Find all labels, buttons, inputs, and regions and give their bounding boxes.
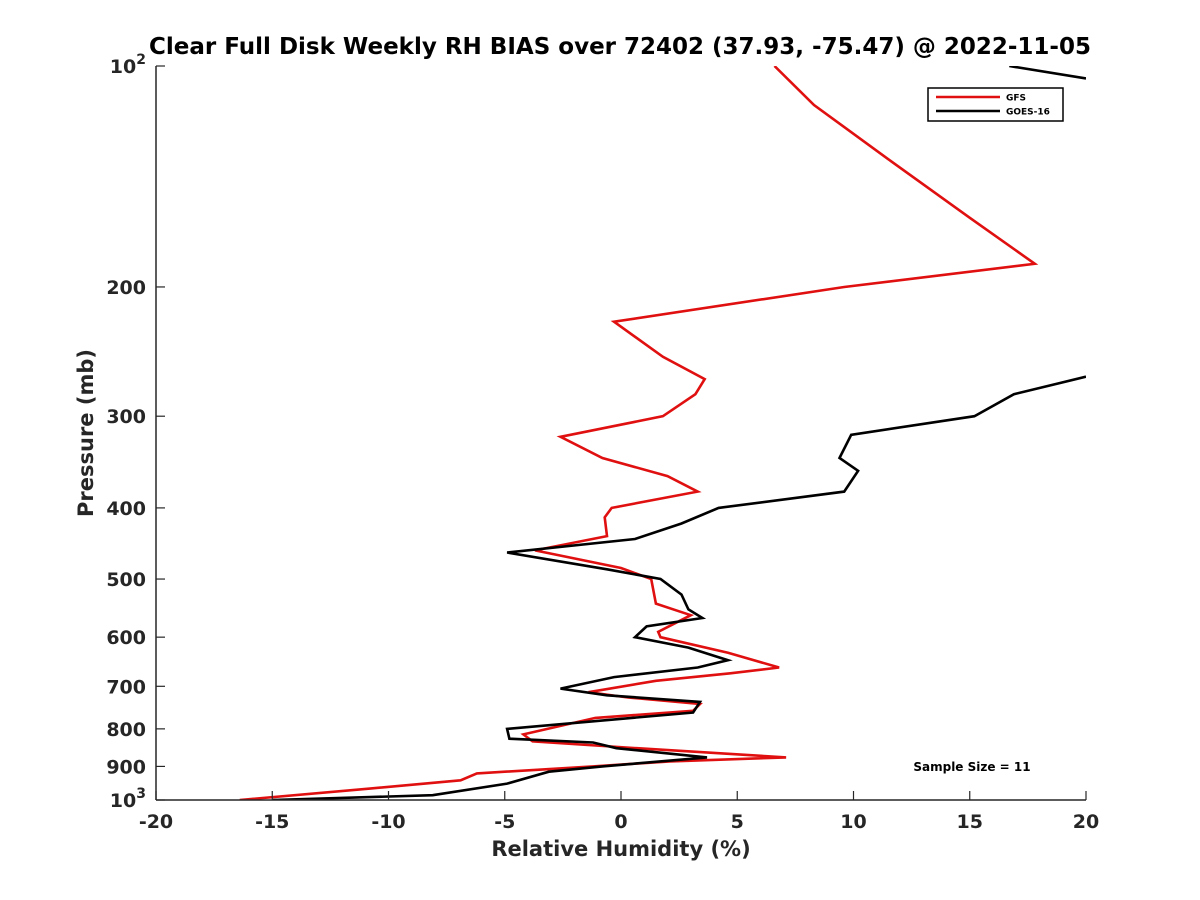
y-tick-label-power: 103 [110,786,146,812]
series-line-gfs [239,66,1039,800]
y-tick-label: 600 [106,627,146,649]
x-tick-label: 0 [614,811,627,833]
x-axis-label: Relative Humidity (%) [491,837,750,861]
x-tick-label: 20 [1073,811,1099,833]
series-line-goes-16 [272,66,1086,800]
y-tick-label: 900 [106,756,146,778]
axes: -20 -15 -10 -5 0 5 10 15 20 200 300 400 500 600 700 800… [106,52,1099,833]
y-tick-label: 200 [106,277,146,299]
y-axis-label: Pressure (mb) [74,349,98,517]
y-tick-label: 400 [106,498,146,520]
plot-lines [239,66,1086,800]
x-tick-label: 5 [731,811,744,833]
legend-label-gfs: GFS [1006,94,1026,104]
legend: GFS GOES-16 [927,87,1064,122]
y-tick-label: 500 [106,569,146,591]
x-tick-label: -20 [139,811,173,833]
chart-title: Clear Full Disk Weekly RH BIAS over 7240… [149,34,1091,60]
x-tick-label: 10 [840,811,866,833]
y-tick-label-power: 102 [110,52,146,78]
x-tick-label: -10 [371,811,405,833]
sample-size-annotation: Sample Size = 11 [913,760,1030,774]
y-tick-label: 300 [106,406,146,428]
legend-label-goes-16: GOES-16 [1006,108,1050,118]
y-tick-label: 700 [106,676,146,698]
x-tick-label: 15 [957,811,983,833]
x-tick-label: -15 [255,811,289,833]
legend-box [927,87,1064,122]
x-tick-label: -5 [494,811,515,833]
y-tick-label: 800 [106,719,146,741]
